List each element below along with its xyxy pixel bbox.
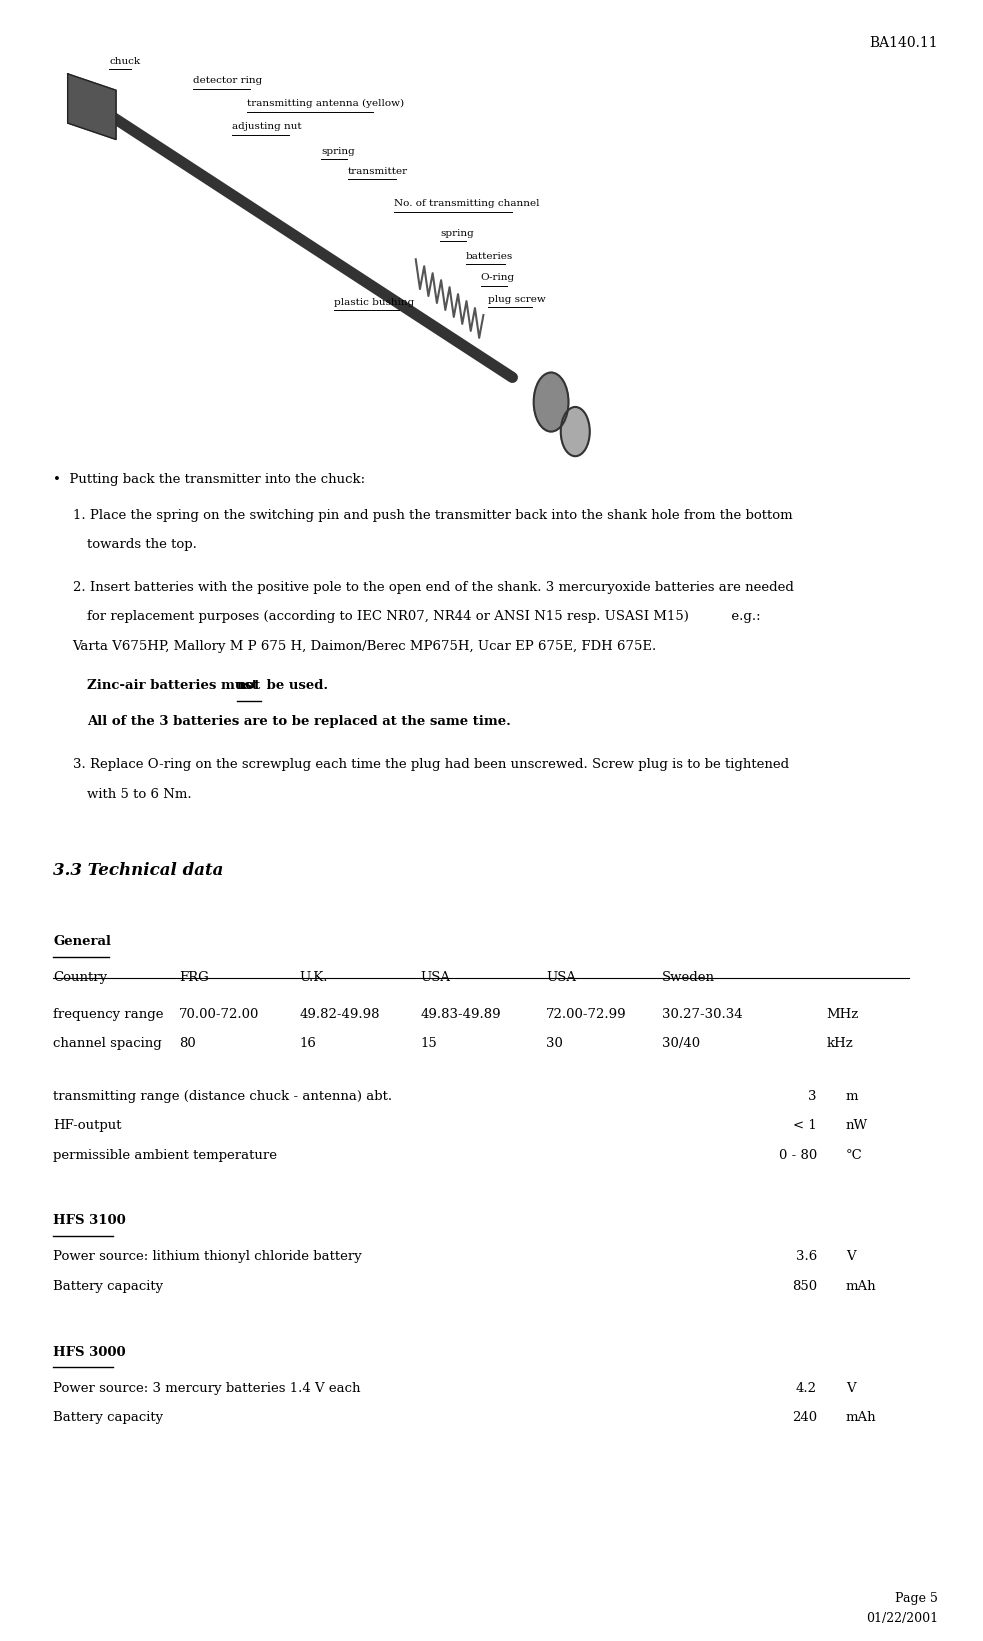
Text: All of the 3 batteries are to be replaced at the same time.: All of the 3 batteries are to be replace… xyxy=(87,715,511,729)
Text: plug screw: plug screw xyxy=(489,295,546,304)
Text: USA: USA xyxy=(421,971,450,985)
Text: 850: 850 xyxy=(792,1280,817,1293)
Text: transmitter: transmitter xyxy=(348,167,408,176)
Text: 3.3 Technical data: 3.3 Technical data xyxy=(53,862,223,878)
Text: HF-output: HF-output xyxy=(53,1119,122,1132)
Text: chuck: chuck xyxy=(109,57,141,66)
Text: 2. Insert batteries with the positive pole to the open end of the shank. 3 mercu: 2. Insert batteries with the positive po… xyxy=(73,581,793,594)
Text: channel spacing: channel spacing xyxy=(53,1037,162,1050)
Text: frequency range: frequency range xyxy=(53,1008,164,1021)
Text: No. of transmitting channel: No. of transmitting channel xyxy=(394,200,540,208)
Text: Page 5: Page 5 xyxy=(895,1592,938,1605)
Text: adjusting nut: adjusting nut xyxy=(232,123,302,131)
Text: 240: 240 xyxy=(792,1411,817,1424)
Circle shape xyxy=(560,407,590,456)
Text: 3: 3 xyxy=(808,1090,817,1103)
Text: •  Putting back the transmitter into the chuck:: • Putting back the transmitter into the … xyxy=(53,473,366,486)
Text: 3.6: 3.6 xyxy=(795,1250,817,1264)
Text: m: m xyxy=(846,1090,858,1103)
Circle shape xyxy=(534,373,568,432)
Text: kHz: kHz xyxy=(827,1037,853,1050)
Text: 30.27-30.34: 30.27-30.34 xyxy=(663,1008,743,1021)
Text: General: General xyxy=(53,935,111,948)
Text: 49.83-49.89: 49.83-49.89 xyxy=(421,1008,501,1021)
Text: mAh: mAh xyxy=(846,1280,877,1293)
Text: detector ring: detector ring xyxy=(194,77,262,85)
Text: Country: Country xyxy=(53,971,107,985)
Text: 01/22/2001: 01/22/2001 xyxy=(866,1611,938,1625)
Text: plastic bushing: plastic bushing xyxy=(333,299,414,307)
Text: with 5 to 6 Nm.: with 5 to 6 Nm. xyxy=(87,788,192,801)
Text: transmitting range (distance chuck - antenna) abt.: transmitting range (distance chuck - ant… xyxy=(53,1090,392,1103)
Text: Power source: lithium thionyl chloride battery: Power source: lithium thionyl chloride b… xyxy=(53,1250,362,1264)
Text: 80: 80 xyxy=(179,1037,196,1050)
Polygon shape xyxy=(68,74,116,139)
Text: 0 - 80: 0 - 80 xyxy=(779,1149,817,1162)
Text: 16: 16 xyxy=(300,1037,317,1050)
Text: not: not xyxy=(237,679,261,693)
Text: Zinc-air batteries must: Zinc-air batteries must xyxy=(87,679,262,693)
Text: USA: USA xyxy=(547,971,576,985)
Text: HFS 3000: HFS 3000 xyxy=(53,1346,126,1359)
Text: transmitting antenna (yellow): transmitting antenna (yellow) xyxy=(247,98,404,108)
Text: 3. Replace O-ring on the screwplug each time the plug had been unscrewed. Screw : 3. Replace O-ring on the screwplug each … xyxy=(73,758,788,771)
Text: V: V xyxy=(846,1382,855,1395)
Text: spring: spring xyxy=(321,148,355,156)
Text: 30/40: 30/40 xyxy=(663,1037,701,1050)
Text: towards the top.: towards the top. xyxy=(87,538,197,551)
Text: be used.: be used. xyxy=(262,679,328,693)
Text: Sweden: Sweden xyxy=(663,971,716,985)
Text: 30: 30 xyxy=(547,1037,563,1050)
Text: < 1: < 1 xyxy=(793,1119,817,1132)
Text: 15: 15 xyxy=(421,1037,437,1050)
Text: Battery capacity: Battery capacity xyxy=(53,1411,163,1424)
Text: MHz: MHz xyxy=(827,1008,859,1021)
Text: 4.2: 4.2 xyxy=(796,1382,817,1395)
Text: O-ring: O-ring xyxy=(481,274,515,282)
Text: °C: °C xyxy=(846,1149,863,1162)
Text: for replacement purposes (according to IEC NR07, NR44 or ANSI N15 resp. USASI M1: for replacement purposes (according to I… xyxy=(87,610,761,624)
Text: V: V xyxy=(846,1250,855,1264)
Text: 72.00-72.99: 72.00-72.99 xyxy=(547,1008,627,1021)
Text: mAh: mAh xyxy=(846,1411,877,1424)
Text: Battery capacity: Battery capacity xyxy=(53,1280,163,1293)
Text: 49.82-49.98: 49.82-49.98 xyxy=(300,1008,380,1021)
Text: U.K.: U.K. xyxy=(300,971,328,985)
Text: permissible ambient temperature: permissible ambient temperature xyxy=(53,1149,277,1162)
Text: Varta V675HP, Mallory M P 675 H, Daimon/Berec MP675H, Ucar EP 675E, FDH 675E.: Varta V675HP, Mallory M P 675 H, Daimon/… xyxy=(73,640,657,653)
Text: 1. Place the spring on the switching pin and push the transmitter back into the : 1. Place the spring on the switching pin… xyxy=(73,509,792,522)
Text: nW: nW xyxy=(846,1119,868,1132)
Text: batteries: batteries xyxy=(466,253,513,261)
Text: Power source: 3 mercury batteries 1.4 V each: Power source: 3 mercury batteries 1.4 V … xyxy=(53,1382,361,1395)
Text: 70.00-72.00: 70.00-72.00 xyxy=(179,1008,260,1021)
Text: HFS 3100: HFS 3100 xyxy=(53,1214,126,1227)
Text: spring: spring xyxy=(440,230,474,238)
Text: FRG: FRG xyxy=(179,971,208,985)
Text: BA140.11: BA140.11 xyxy=(869,36,938,51)
